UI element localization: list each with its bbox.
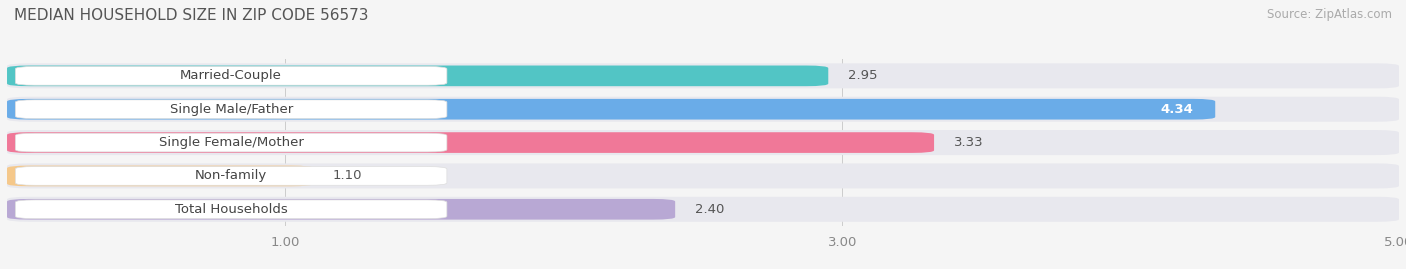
Text: 2.40: 2.40 xyxy=(695,203,724,216)
Text: Non-family: Non-family xyxy=(195,169,267,182)
Text: Married-Couple: Married-Couple xyxy=(180,69,283,82)
Text: 1.10: 1.10 xyxy=(333,169,363,182)
FancyBboxPatch shape xyxy=(7,164,1399,188)
Text: Total Households: Total Households xyxy=(174,203,287,216)
FancyBboxPatch shape xyxy=(15,167,447,185)
FancyBboxPatch shape xyxy=(7,63,1399,89)
Text: Single Female/Mother: Single Female/Mother xyxy=(159,136,304,149)
FancyBboxPatch shape xyxy=(7,132,934,153)
Text: MEDIAN HOUSEHOLD SIZE IN ZIP CODE 56573: MEDIAN HOUSEHOLD SIZE IN ZIP CODE 56573 xyxy=(14,8,368,23)
FancyBboxPatch shape xyxy=(15,133,447,152)
FancyBboxPatch shape xyxy=(7,166,314,186)
FancyBboxPatch shape xyxy=(15,66,447,85)
Text: Source: ZipAtlas.com: Source: ZipAtlas.com xyxy=(1267,8,1392,21)
FancyBboxPatch shape xyxy=(7,66,828,86)
FancyBboxPatch shape xyxy=(7,199,675,220)
FancyBboxPatch shape xyxy=(7,99,1215,119)
Text: 4.34: 4.34 xyxy=(1160,103,1192,116)
Text: 2.95: 2.95 xyxy=(848,69,877,82)
FancyBboxPatch shape xyxy=(7,130,1399,155)
FancyBboxPatch shape xyxy=(15,200,447,219)
Text: 3.33: 3.33 xyxy=(953,136,983,149)
FancyBboxPatch shape xyxy=(7,97,1399,122)
FancyBboxPatch shape xyxy=(7,197,1399,222)
Text: Single Male/Father: Single Male/Father xyxy=(170,103,292,116)
FancyBboxPatch shape xyxy=(15,100,447,119)
